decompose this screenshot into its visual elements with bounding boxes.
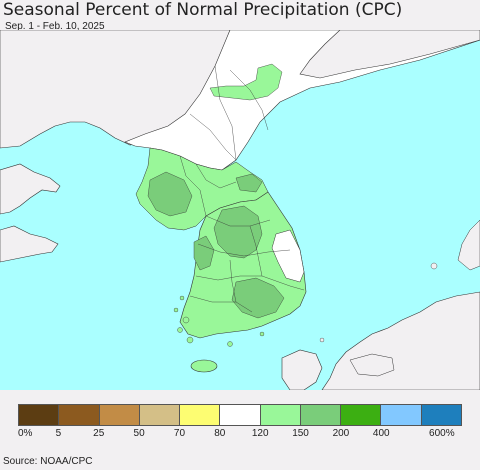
nk-east-dark-green [235,173,263,193]
legend-swatch-80-120 [220,405,261,425]
legend-label: 5 [55,428,62,439]
south-korea-dark-green-north [213,205,263,259]
map-date-range: Sep. 1 - Feb. 10, 2025 [5,21,105,32]
legend-swatch-0-5 [19,405,60,425]
legend-swatch-5-25 [59,405,100,425]
china-lower-coast [0,225,59,263]
coastal-islands [173,295,265,347]
west-korea-dark-green [147,171,193,217]
legend-label: 150 [292,428,309,439]
jeju-island [190,359,218,373]
legend-label: 200 [332,428,350,439]
russia-coast [299,30,480,79]
legend-label: 400 [372,428,390,439]
shandong-peninsula [0,163,61,215]
precipitation-map [0,30,480,390]
legend-swatch-25-50 [99,405,140,425]
legend-swatch-200-400 [341,405,382,425]
legend-label: 0% [18,428,33,439]
legend-label: 120 [251,428,269,439]
legend-label: 600% [429,428,455,439]
legend-swatch-120-150 [260,405,301,425]
legend-swatch-400-600 [381,405,422,425]
legend-labels: 0% 5 25 50 70 80 120 150 200 400 600% [0,428,480,442]
south-korea-dark-green-south [231,277,285,319]
map-title: Seasonal Percent of Normal Precipitation… [3,0,403,20]
north-korea-green-patch [209,63,283,101]
east-coast-normal [271,229,305,283]
legend-swatch-150-200 [300,405,342,425]
japan-honshu-upper [457,219,480,271]
japan-islands [319,262,438,343]
legend-bar [18,404,462,426]
source-label: Source: NOAA/CPC [3,456,93,467]
legend-swatch-70-80 [180,405,221,425]
japan-kyushu [281,349,323,390]
japan-shikoku [349,353,395,377]
legend-label: 25 [93,428,105,439]
legend-swatch-600+ [421,405,461,425]
legend-label: 70 [173,428,186,439]
legend-label: 80 [214,428,226,439]
legend-label: 50 [133,428,145,439]
province-borders [179,65,305,313]
legend-swatch-50-70 [139,405,181,425]
